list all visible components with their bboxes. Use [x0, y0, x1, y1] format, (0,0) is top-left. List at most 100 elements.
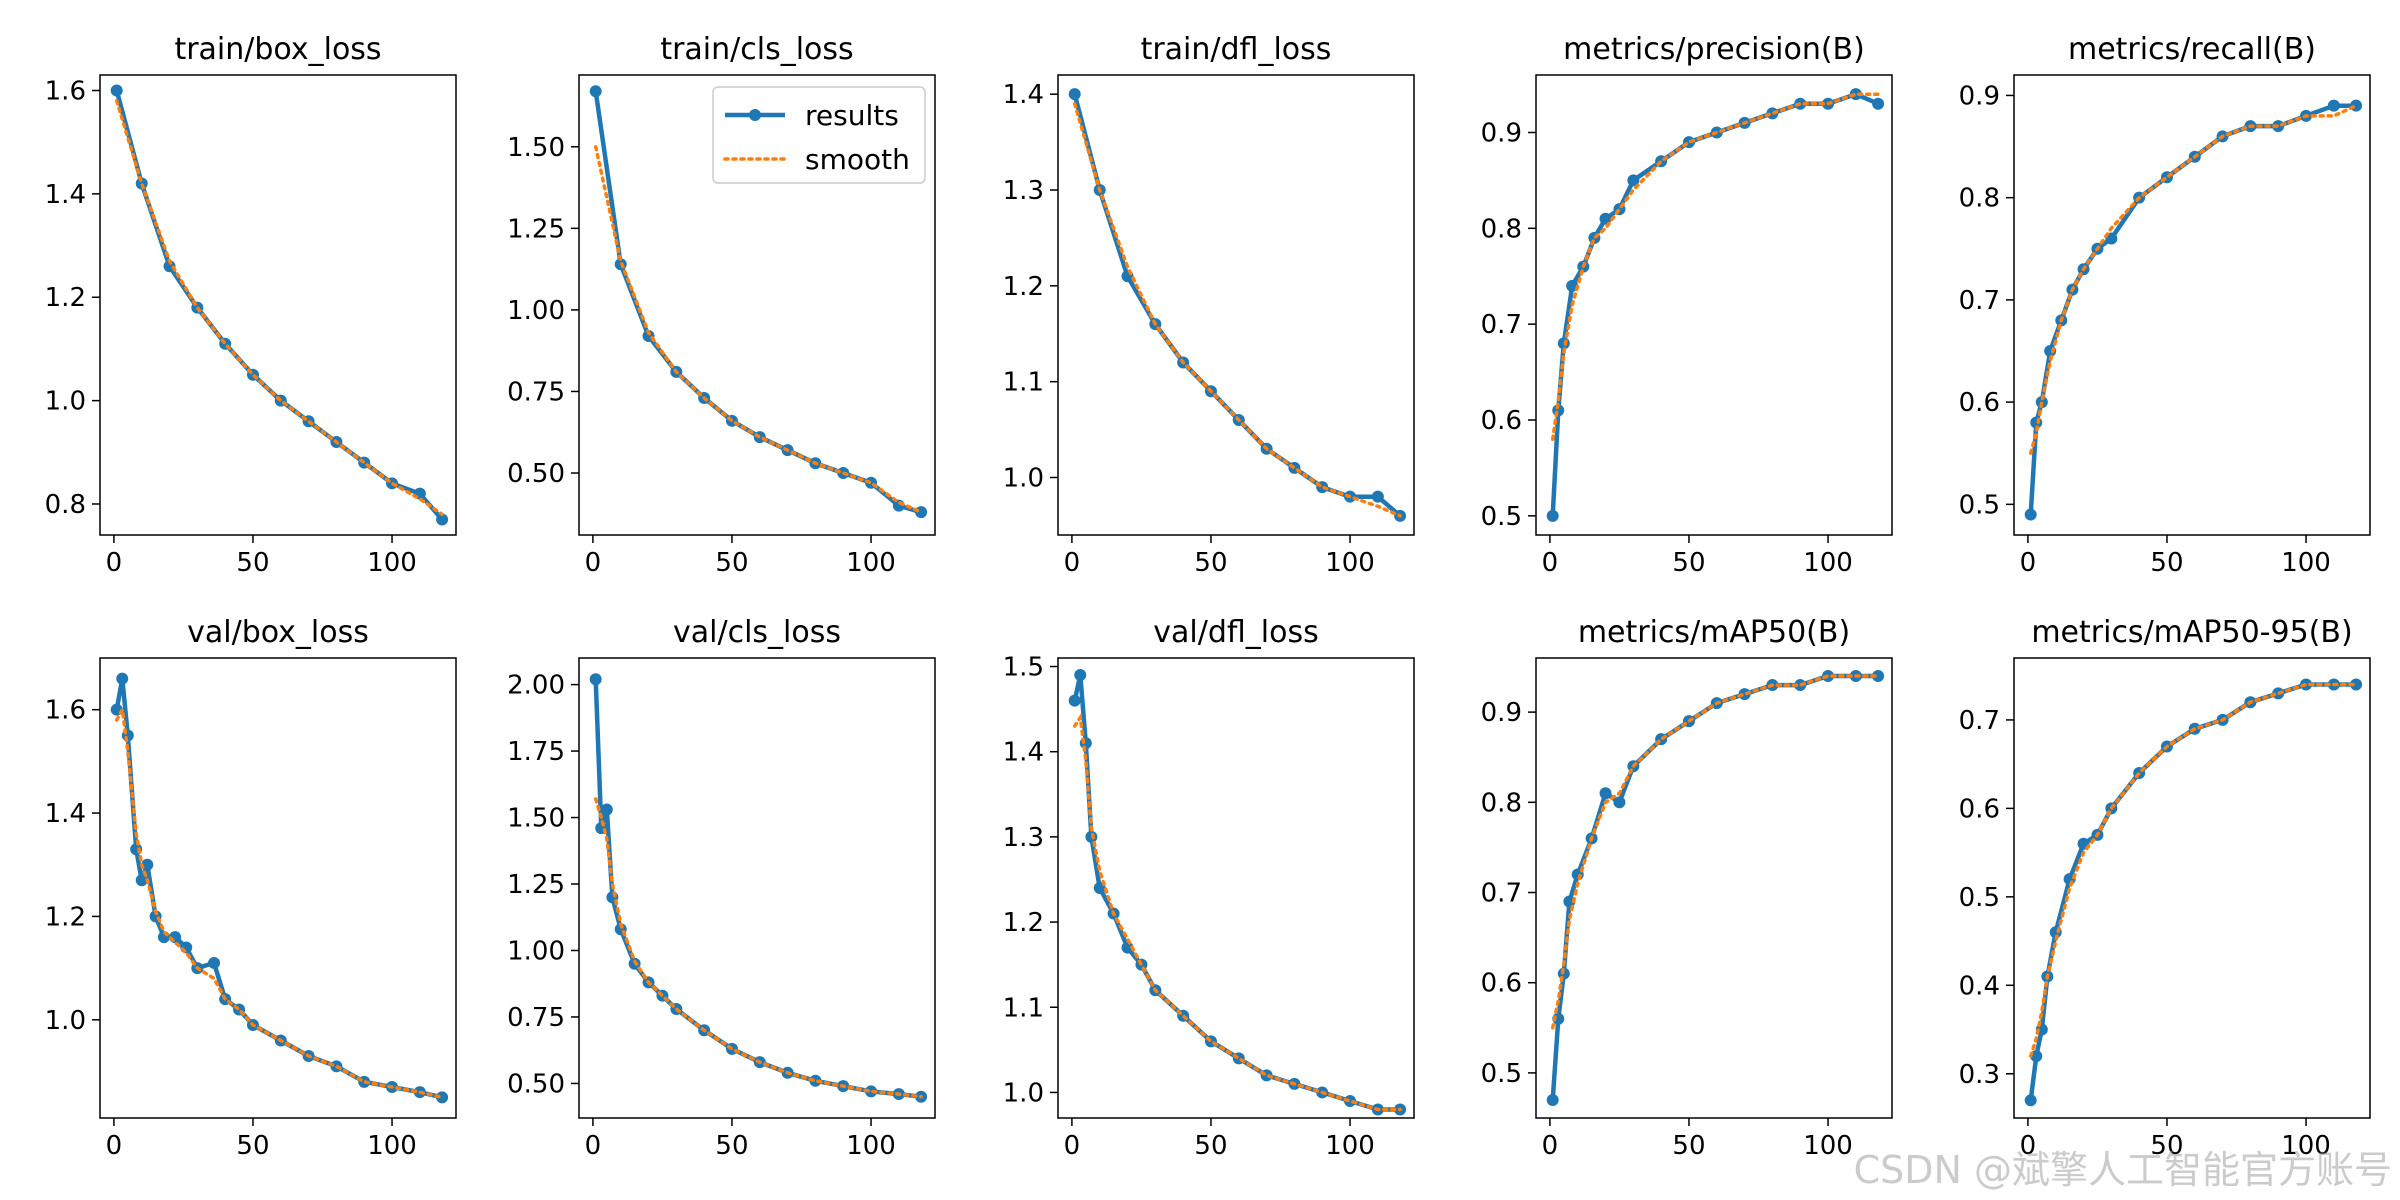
axes-frame — [2013, 657, 2371, 1119]
axes-frame — [578, 657, 936, 1119]
axes-frame — [1057, 657, 1415, 1119]
x-tick-label: 0 — [585, 1131, 602, 1161]
series-results-point — [208, 956, 221, 969]
y-tick-label: 1.4 — [45, 180, 86, 210]
y-tick-label: 0.75 — [507, 1003, 565, 1033]
chart-title: metrics/mAP50-95(B) — [2031, 615, 2352, 650]
x-tick-label: 50 — [715, 1131, 748, 1161]
series-results-point — [2350, 99, 2363, 112]
y-tick-label: 0.50 — [507, 459, 565, 489]
x-tick-label: 0 — [1542, 548, 1559, 578]
y-tick-label: 0.6 — [1481, 406, 1522, 436]
y-tick-label: 1.0 — [45, 1006, 86, 1036]
chart-panel-4: metrics/recall(B) 0 50 100 0.5 0.6 0.7 0.8 0.9 — [1959, 32, 2371, 578]
y-tick-label: 1.0 — [45, 387, 86, 417]
series-results-line — [1072, 672, 1401, 1112]
y-tick-label: 1.25 — [507, 870, 565, 900]
chart-panel-7: val/dfl_loss 0 50 100 1.0 1.1 1.2 1.3 1.4 1.5 — [1003, 615, 1415, 1161]
chart-panel-5: val/box_loss 0 50 100 1.0 1.2 1.4 1.6 — [45, 615, 457, 1161]
y-tick-label: 0.5 — [1481, 502, 1522, 532]
chart-panel-2: train/dfl_loss 0 50 100 1.0 1.1 1.2 1.3 1.4 — [1003, 32, 1415, 578]
x-tick-label: 100 — [1325, 548, 1375, 578]
x-tick-label: 50 — [236, 548, 269, 578]
y-tick-label: 2.00 — [507, 671, 565, 701]
y-tick-label: 0.8 — [1481, 788, 1522, 818]
x-tick-label: 50 — [2150, 548, 2183, 578]
series-results-line — [114, 89, 444, 521]
x-tick-label: 50 — [236, 1131, 269, 1161]
series-smooth-line — [1072, 102, 1402, 518]
series-results-line — [1550, 673, 1879, 1101]
y-tick-label: 0.7 — [1959, 706, 2000, 736]
series-results-point — [1121, 941, 1134, 954]
y-tick-label: 0.8 — [1959, 184, 2000, 214]
x-tick-label: 100 — [1803, 1131, 1853, 1161]
y-tick-label: 0.6 — [1959, 794, 2000, 824]
axes-frame — [1535, 657, 1893, 1119]
y-tick-label: 1.50 — [507, 133, 565, 163]
series-results-point — [110, 84, 123, 97]
series-results-point — [1546, 1093, 1559, 1106]
series-results-point — [1738, 688, 1751, 701]
y-tick-label: 0.9 — [1959, 81, 2000, 111]
y-tick-label: 1.6 — [45, 696, 86, 726]
y-tick-label: 1.1 — [1003, 993, 1044, 1023]
y-tick-label: 0.8 — [1481, 214, 1522, 244]
series-results-line — [1072, 93, 1402, 518]
chart-title: metrics/precision(B) — [1563, 32, 1865, 67]
series-results-point — [600, 803, 613, 816]
chart-title: metrics/mAP50(B) — [1578, 615, 1850, 650]
series-smooth-line — [114, 704, 444, 1100]
series-results-point — [589, 85, 602, 98]
chart-legend: results smooth — [712, 86, 926, 184]
series-results-point — [1627, 174, 1640, 187]
y-tick-label: 1.1 — [1003, 368, 1044, 398]
series-results-line — [114, 676, 443, 1100]
series-results-point — [1371, 490, 1384, 503]
chart-title: train/cls_loss — [660, 32, 853, 67]
x-tick-label: 100 — [1325, 1131, 1375, 1161]
x-tick-label: 50 — [1672, 548, 1705, 578]
series-smooth-line — [1550, 674, 1880, 1030]
series-results-point — [1613, 796, 1626, 809]
x-tick-label: 100 — [2281, 548, 2331, 578]
series-results-line — [593, 679, 922, 1099]
series-results-line — [2028, 103, 2357, 515]
series-results-point — [1068, 694, 1081, 707]
x-tick-label: 0 — [2020, 1131, 2037, 1161]
series-results-point — [1872, 670, 1885, 683]
y-tick-label: 1.00 — [507, 296, 565, 326]
chart-panel-0: train/box_loss 0 50 100 0.8 1.0 1.2 1.4 1.6 — [45, 32, 457, 578]
series-results-point — [436, 513, 449, 526]
y-tick-label: 1.3 — [1003, 176, 1044, 206]
legend-results-label: results — [805, 99, 899, 132]
series-results-point — [2350, 678, 2363, 691]
y-tick-label: 1.00 — [507, 936, 565, 966]
y-tick-label: 1.3 — [1003, 823, 1044, 853]
series-results-point — [865, 1085, 878, 1098]
axes-frame — [578, 74, 936, 536]
chart-panel-6: val/cls_loss 0 50 100 0.50 0.75 1.00 1.25 1.50 1.… — [507, 615, 936, 1161]
y-tick-label: 1.4 — [1003, 80, 1044, 110]
y-tick-label: 0.6 — [1959, 388, 2000, 418]
series-results-line — [1550, 91, 1879, 516]
series-results-point — [2024, 1094, 2037, 1107]
x-tick-label: 0 — [2020, 548, 2037, 578]
x-tick-label: 100 — [1803, 548, 1853, 578]
x-tick-label: 0 — [1064, 548, 1081, 578]
chart-panel-3: metrics/precision(B) 0 50 100 0.5 0.6 0.7 0.8 0.… — [1481, 32, 1893, 578]
y-tick-label: 1.2 — [45, 902, 86, 932]
series-results-point — [1074, 669, 1087, 682]
series-smooth-line — [1072, 712, 1402, 1112]
y-tick-label: 1.2 — [45, 283, 86, 313]
x-tick-label: 50 — [715, 548, 748, 578]
series-results-point — [135, 874, 148, 887]
y-tick-label: 0.5 — [1959, 883, 2000, 913]
legend-smooth-label: smooth — [805, 143, 910, 176]
series-smooth-line — [114, 99, 444, 517]
x-tick-label: 0 — [1064, 1131, 1081, 1161]
x-tick-label: 0 — [106, 1131, 123, 1161]
chart-title: val/cls_loss — [673, 615, 841, 650]
x-tick-label: 100 — [846, 548, 896, 578]
